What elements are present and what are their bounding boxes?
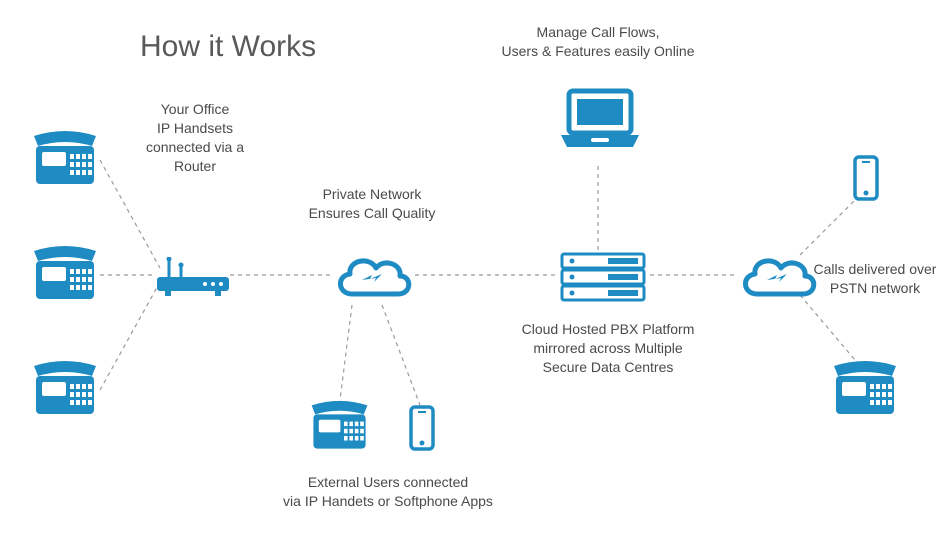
deskphone-icon [830,360,900,425]
label-external-users: External Users connectedvia IP Handets o… [258,473,518,511]
servers-icon [558,250,648,309]
cloud-icon [735,250,820,310]
deskphone-icon [308,400,371,459]
deskphone-icon [30,245,100,310]
laptop-icon [555,85,645,160]
deskphone-icon [30,130,100,195]
mobile-icon [852,155,880,206]
page-title: How it Works [140,30,316,64]
label-private-network: Private NetworkEnsures Call Quality [287,185,457,223]
label-manage-flows: Manage Call Flows,Users & Features easil… [473,23,723,61]
label-cloud-pbx: Cloud Hosted PBX Platformmirrored across… [498,320,718,377]
label-office-handsets: Your OfficeIP Handsetsconnected via aRou… [130,100,260,176]
label-calls-pstn: Calls delivered overPSTN network [805,260,936,298]
router-icon [155,257,231,302]
deskphone-icon [30,360,100,425]
cloud-icon [330,250,415,310]
mobile-icon [408,405,436,456]
